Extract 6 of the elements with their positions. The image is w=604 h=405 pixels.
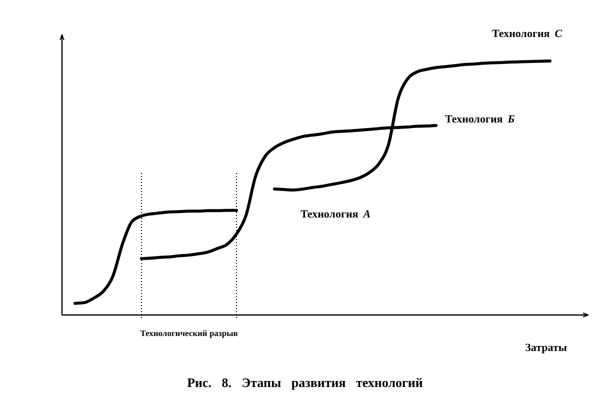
x-axis-title: Затраты	[525, 342, 568, 354]
text: Рис. 8. Этапы развития технологий	[187, 375, 424, 390]
text: Технологический разрыв	[140, 328, 238, 338]
series-label: Технология Б	[445, 114, 515, 126]
text: Технология С	[492, 28, 563, 40]
annotation: Технология А	[300, 208, 371, 220]
